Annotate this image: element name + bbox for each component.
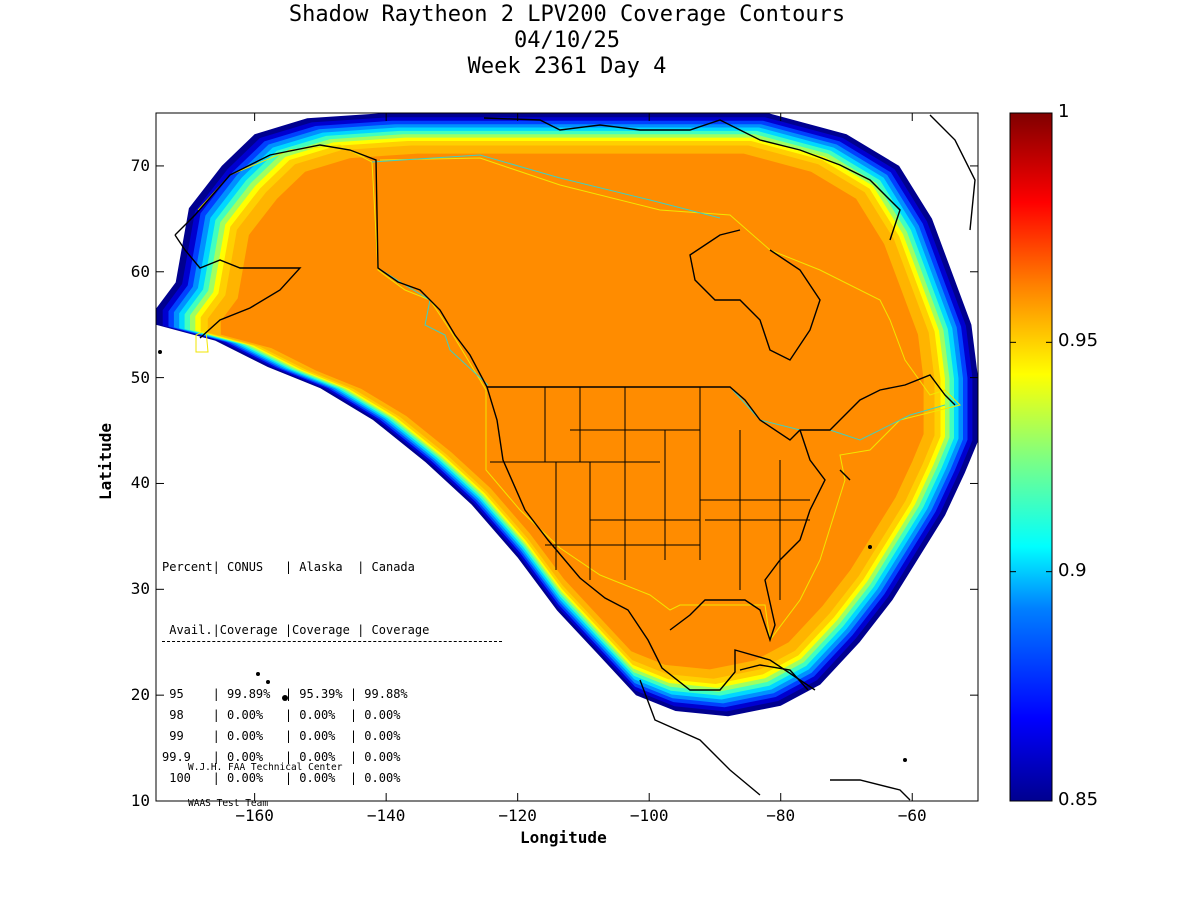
coverage-bands [156,113,978,717]
chart-title-line-1: Shadow Raytheon 2 LPV200 Coverage Contou… [288,2,846,27]
coastlines [174,114,976,801]
coverage-table-row: 95 | 99.89% | 95.39% | 99.88% [162,687,408,701]
coverage-contours [156,113,978,801]
us-state-borders [490,387,810,600]
y-tick-label: 30 [130,579,150,599]
y-tick-label: 20 [130,685,150,705]
x-axis-title: Longitude [520,828,607,847]
coverage-table-row: 100 | 0.00% | 0.00% | 0.00% [162,771,401,785]
y-axis-title: Latitude [96,422,115,500]
plot-frame [155,112,979,802]
chart-title-line-2: 04/10/25 [514,28,620,53]
coverage-table-row: 98 | 0.00% | 0.00% | 0.00% [162,708,401,722]
chart-title-line-3: Week 2361 Day 4 [467,54,667,79]
x-axis-ticks [254,113,913,801]
y-tick-label: 70 [130,155,150,175]
coverage-table-header-1: Percent| CONUS | Alaska | Canada [162,560,415,574]
y-tick-label: 50 [130,367,150,387]
colorbar-tick-label: 1 [1058,101,1070,122]
colorbar-tick-label: 0.9 [1058,559,1087,581]
colorbar-tick-label: 0.85 [1058,789,1099,810]
y-tick-label: 40 [130,473,150,493]
coverage-band-10 [220,153,924,670]
y-axis-ticks [156,165,978,802]
credit-line-1: W.J.H. FAA Technical Center [188,762,343,773]
colorbar-ticks [1010,112,1052,802]
coverage-table-row: 99.9 | 0.00% | 0.00% | 0.00% [162,750,401,764]
service-area-boundary [195,144,961,642]
coverage-table-header-2: Avail.|Coverage |Coverage | Coverage [162,620,502,642]
x-tick-label: −80 [766,806,796,825]
coverage-table-row: 99 | 0.00% | 0.00% | 0.00% [162,729,401,743]
x-tick-label: −100 [629,806,669,825]
colorbar-tick-label: 0.95 [1058,330,1099,352]
colorbar [1009,112,1053,802]
y-tick-label: 10 [130,791,150,810]
credit-line-2: WAAS Test Team [188,798,269,809]
coverage-table-rows: 95 | 99.89% | 95.39% | 99.88% 98 | 0.00%… [162,684,502,789]
y-tick-label: 60 [130,261,150,281]
x-tick-label: −60 [897,806,927,825]
credits: W.J.H. FAA Technical Center WAAS Test Te… [188,738,342,822]
coverage-table: Percent| CONUS | Alaska | Canada Avail.|… [162,515,502,810]
x-tick-label: −120 [498,806,537,825]
x-tick-label: −160 [235,806,274,825]
x-tick-label: −140 [366,806,406,825]
islands [158,350,907,762]
